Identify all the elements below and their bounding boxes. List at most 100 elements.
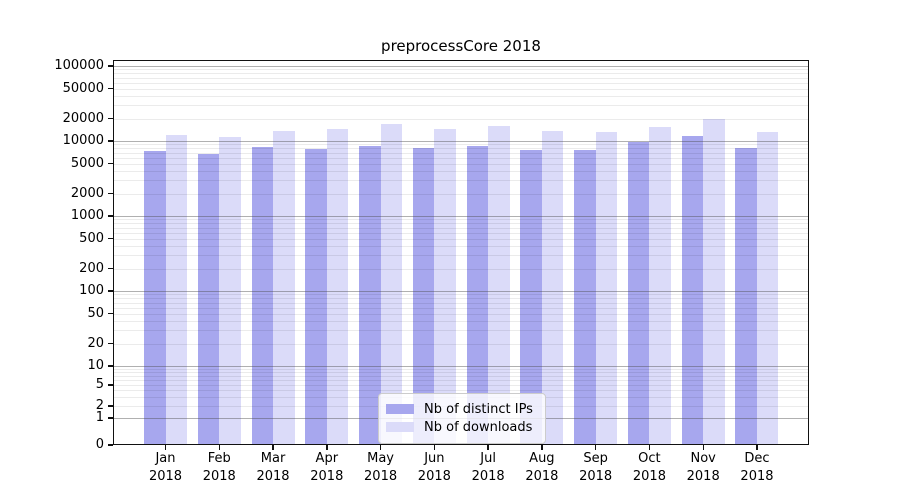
gridline-minor [113, 157, 809, 159]
x-tick-label: Aug 2018 [510, 450, 574, 485]
gridline-minor [113, 385, 809, 386]
x-tick-label: May 2018 [349, 450, 413, 485]
y-axis-tick [108, 237, 113, 240]
legend-item-downloads: Nb of downloads [386, 419, 537, 435]
y-tick-label: 2 [95, 398, 104, 413]
bar-distinct-ips-sep [574, 149, 596, 445]
x-tick-label: Feb 2018 [187, 450, 251, 485]
x-tick-year: 2018 [310, 468, 344, 484]
x-tick-year: 2018 [417, 468, 451, 484]
y-axis-tick [108, 87, 113, 90]
gridline-minor [113, 232, 809, 234]
gridline-minor [113, 368, 809, 370]
bar-distinct-ips-dec [735, 148, 757, 445]
y-axis-tick [108, 365, 113, 367]
x-tick-label: Jul 2018 [456, 450, 520, 485]
x-axis-tick [326, 445, 328, 450]
gridline-minor [113, 69, 809, 71]
y-tick-label: 500 [79, 230, 104, 246]
bar-downloads-jul [488, 126, 510, 445]
x-tick-year: 2018 [364, 468, 398, 484]
gridline-minor [113, 343, 809, 345]
gridline-minor [113, 375, 809, 377]
x-tick-label: Nov 2018 [671, 450, 735, 485]
y-tick-label: 5000 [70, 155, 104, 171]
bar-distinct-ips-apr [305, 148, 327, 445]
bar-distinct-ips-nov [681, 135, 704, 445]
legend-swatch-distinct-ips [386, 404, 414, 414]
y-axis-tick [108, 117, 113, 120]
bar-downloads-sep [595, 131, 618, 445]
x-tick-label: Dec 2018 [725, 450, 789, 485]
x-tick-label: Jan 2018 [134, 450, 198, 485]
bar-distinct-ips-oct [627, 142, 650, 445]
y-axis-tick [108, 405, 113, 407]
x-tick-year: 2018 [148, 468, 183, 484]
gridline-minor [113, 223, 809, 225]
bar-downloads-feb [219, 137, 241, 445]
y-axis-tick [108, 162, 113, 165]
y-axis-tick [108, 417, 113, 419]
x-tick-year: 2018 [471, 468, 505, 484]
x-axis-tick [379, 445, 382, 450]
y-axis-tick [108, 192, 113, 195]
bar-distinct-ips-jan [144, 151, 166, 445]
y-axis-tick [108, 342, 113, 345]
gridline-minor [113, 298, 809, 300]
gridline-minor [113, 245, 809, 247]
x-axis-tick [164, 445, 167, 450]
x-axis-tick [487, 445, 489, 450]
gridline-minor [113, 294, 809, 296]
y-tick-label: 5 [95, 377, 104, 392]
y-tick-label: 100 [79, 283, 104, 298]
gridline-minor [113, 372, 809, 374]
bar-downloads-may [380, 123, 403, 445]
y-axis-tick [108, 384, 113, 386]
y-tick-label: 10000 [62, 133, 104, 148]
x-tick-year: 2018 [525, 468, 559, 484]
bar-downloads-jun [434, 129, 456, 445]
x-axis-tick [648, 445, 651, 450]
y-axis-tick [108, 290, 113, 292]
x-axis-tick [433, 445, 436, 450]
gridline-minor [113, 82, 809, 84]
bar-distinct-ips-feb [197, 154, 220, 445]
gridline-minor [113, 227, 809, 229]
gridline-major [113, 291, 809, 292]
bar-distinct-ips-may [359, 145, 381, 445]
x-axis-tick [702, 445, 704, 450]
y-tick-label: 20 [87, 335, 104, 351]
legend: Nb of distinct IPs Nb of downloads [378, 393, 546, 444]
x-tick-label: Sep 2018 [564, 450, 628, 485]
gridline-minor [113, 307, 809, 309]
bar-downloads-dec [756, 132, 779, 445]
y-tick-label: 0 [95, 437, 104, 452]
x-tick-year: 2018 [740, 468, 774, 484]
plot-area [113, 60, 809, 445]
y-tick-label: 1000 [70, 208, 104, 223]
x-tick-label: Apr 2018 [295, 450, 359, 485]
gridline-minor [113, 105, 809, 107]
bar-downloads-apr [326, 128, 349, 445]
gridline-minor [113, 95, 809, 97]
y-axis-tick [108, 65, 113, 67]
x-tick-year: 2018 [686, 468, 720, 484]
gridline-minor [113, 148, 809, 150]
bar-downloads-jan [165, 134, 187, 445]
gridline-minor [113, 238, 809, 240]
x-axis-tick [272, 445, 274, 450]
y-axis-tick [108, 140, 113, 142]
gridline-minor [113, 118, 809, 120]
bar-downloads-mar [273, 130, 295, 445]
x-tick-year: 2018 [632, 468, 666, 484]
gridline-minor [113, 268, 809, 270]
gridline-major [113, 366, 809, 367]
x-tick-label: Jun 2018 [402, 450, 466, 485]
gridline-minor [113, 88, 809, 90]
gridline-minor [113, 163, 809, 165]
y-tick-label: 100000 [54, 58, 104, 73]
legend-item-distinct-ips: Nb of distinct IPs [386, 401, 537, 417]
x-tick-year: 2018 [579, 468, 613, 484]
bar-distinct-ips-jul [466, 146, 489, 445]
y-tick-label: 200 [79, 260, 104, 276]
